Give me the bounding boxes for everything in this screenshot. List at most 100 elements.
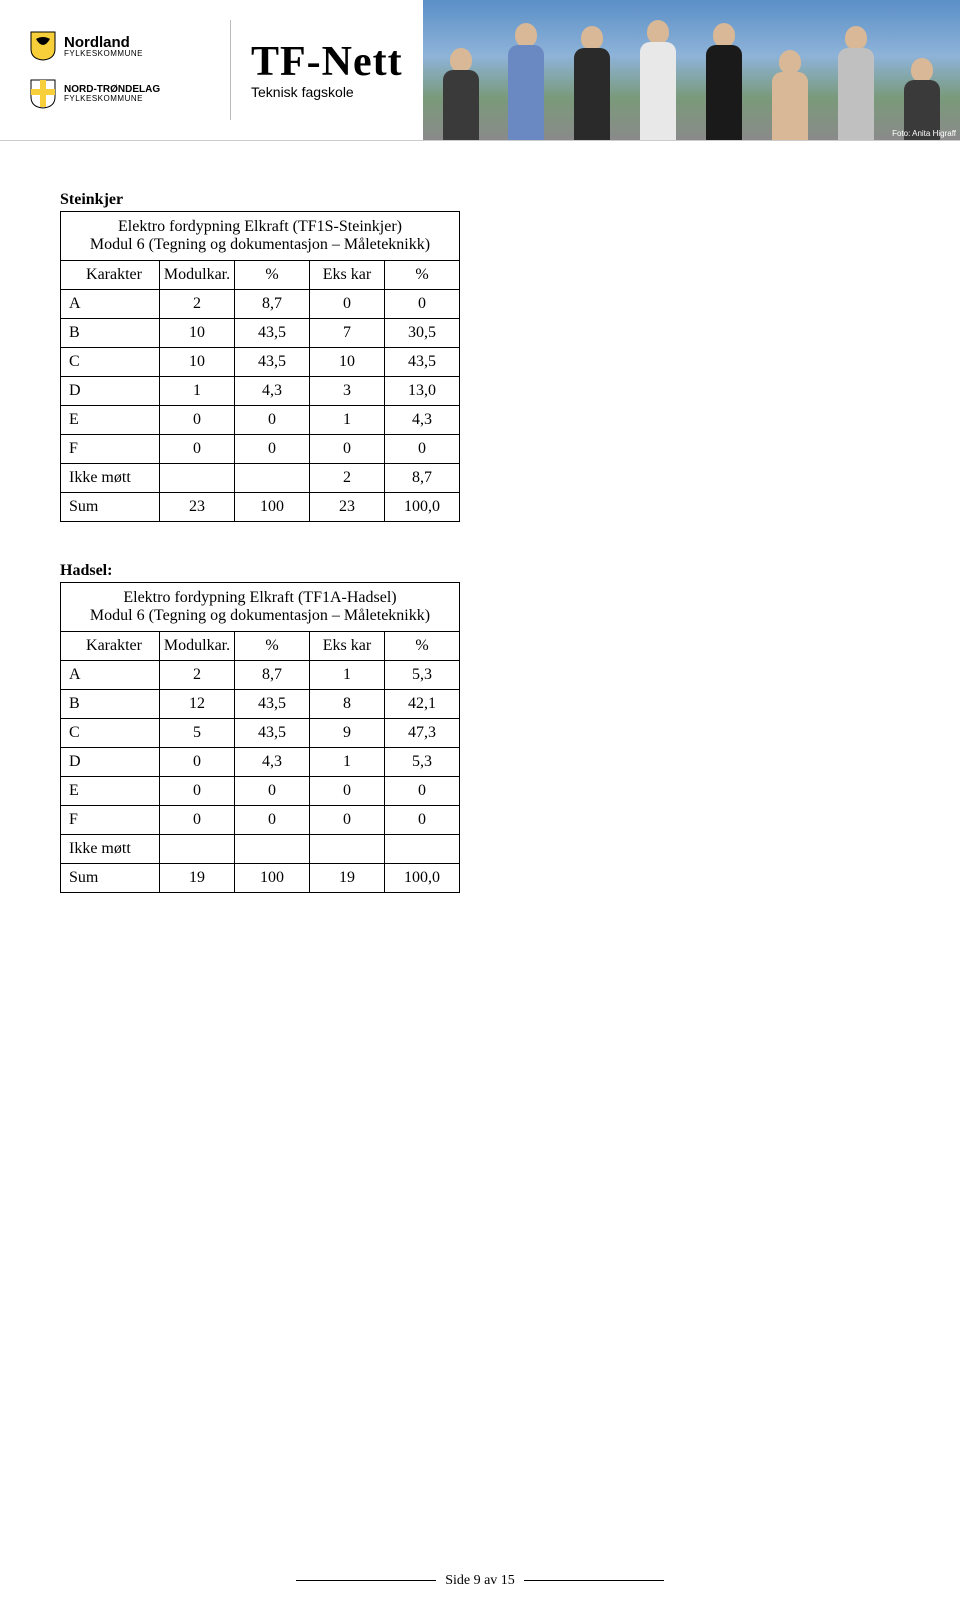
table-cell: 100,0 [385,864,460,893]
table-cell: C [61,348,160,377]
table-cell: 0 [160,806,235,835]
table-row: A28,700 [61,290,460,319]
table-row: E0000 [61,777,460,806]
person-silhouette [508,23,544,140]
table-cell: 47,3 [385,719,460,748]
table-cell: 12 [160,690,235,719]
table-cell [160,464,235,493]
table-cell: 100,0 [385,493,460,522]
logo-nord-trondelag: NORD-TRØNDELAG FYLKESKOMMUNE [30,79,210,109]
photo-credit: Foto: Anita Higraff [892,129,956,138]
shield-icon [30,31,56,61]
logo-nordland: Nordland FYLKESKOMMUNE [30,31,210,61]
banner-subtitle: Teknisk fagskole [251,85,403,99]
table-cell: 2 [310,464,385,493]
table-row: C543,5947,3 [61,719,460,748]
table-cell: C [61,719,160,748]
vertical-divider [230,20,231,120]
table-cell: 30,5 [385,319,460,348]
logo1-sub: FYLKESKOMMUNE [64,50,143,58]
person-silhouette [706,23,742,140]
table-cell: Sum [61,864,160,893]
table-cell [235,835,310,864]
table-cell: 0 [235,806,310,835]
table-cell: 5 [160,719,235,748]
section-heading: Steinkjer [60,191,900,209]
column-header: Eks kar [310,261,385,290]
table-row: F0000 [61,806,460,835]
person-silhouette [443,48,479,140]
banner-title: TF-Nett [251,41,403,83]
table-row: F0000 [61,435,460,464]
column-header: % [235,261,310,290]
table-cell: B [61,319,160,348]
table-cell: 10 [160,319,235,348]
table-row: A28,715,3 [61,661,460,690]
table-cell: 2 [160,290,235,319]
page-content: Steinkjer Elektro fordypning Elkraft (TF1… [0,191,960,893]
header-banner: Nordland FYLKESKOMMUNE NORD-TRØNDELAG FY… [0,0,960,141]
table-cell: E [61,777,160,806]
table-cell: 1 [310,406,385,435]
table-row: D14,3313,0 [61,377,460,406]
table-cell: Ikke møtt [61,464,160,493]
table-row: B1243,5842,1 [61,690,460,719]
table-cell: 0 [385,777,460,806]
table-row: Sum1910019100,0 [61,864,460,893]
data-table: Elektro fordypning Elkraft (TF1A-Hadsel)… [60,582,460,893]
table-cell: 5,3 [385,748,460,777]
section-heading: Hadsel: [60,562,900,580]
table-cell: 0 [310,435,385,464]
table-cell: 10 [160,348,235,377]
table-cell: F [61,806,160,835]
table-cell: 0 [310,777,385,806]
table-row: E0014,3 [61,406,460,435]
table-cell [310,835,385,864]
table-cell: 1 [160,377,235,406]
column-header: % [385,261,460,290]
column-header: Karakter [61,261,160,290]
table-cell: Ikke møtt [61,835,160,864]
table-cell [235,464,310,493]
table-row: D04,315,3 [61,748,460,777]
page-number: Side 9 av 15 [445,1573,515,1588]
banner-photo: Foto: Anita Higraff [423,0,960,140]
person-silhouette [640,20,676,140]
table-row: B1043,5730,5 [61,319,460,348]
person-silhouette [904,58,940,140]
table-cell: 9 [310,719,385,748]
table-cell: 0 [385,806,460,835]
table-cell: 42,1 [385,690,460,719]
logos-column: Nordland FYLKESKOMMUNE NORD-TRØNDELAG FY… [0,21,210,119]
table-cell: 3 [310,377,385,406]
data-table: Elektro fordypning Elkraft (TF1S-Steinkj… [60,211,460,522]
table-cell: E [61,406,160,435]
table-cell: 13,0 [385,377,460,406]
column-header: Modulkar. [160,261,235,290]
column-header: % [235,632,310,661]
table-cell: 8,7 [235,290,310,319]
table-cell: A [61,661,160,690]
table-cell: 23 [310,493,385,522]
table-cell: 10 [310,348,385,377]
table-cell: 100 [235,864,310,893]
table-cell: 8,7 [385,464,460,493]
table-cell: D [61,748,160,777]
table-cell: 43,5 [235,319,310,348]
table-cell [385,835,460,864]
table-cell: 0 [235,406,310,435]
logo2-sub: FYLKESKOMMUNE [64,95,160,103]
table-cell: 0 [235,435,310,464]
column-header: Modulkar. [160,632,235,661]
shield-icon [30,79,56,109]
table-cell: 4,3 [385,406,460,435]
table-cell: 8 [310,690,385,719]
table-cell: 7 [310,319,385,348]
logo1-main: Nordland [64,35,143,50]
table-cell: 5,3 [385,661,460,690]
table-cell: 0 [310,290,385,319]
table-cell: D [61,377,160,406]
table-row: Sum2310023100,0 [61,493,460,522]
person-silhouette [574,26,610,140]
table-row: Ikke møtt 28,7 [61,464,460,493]
